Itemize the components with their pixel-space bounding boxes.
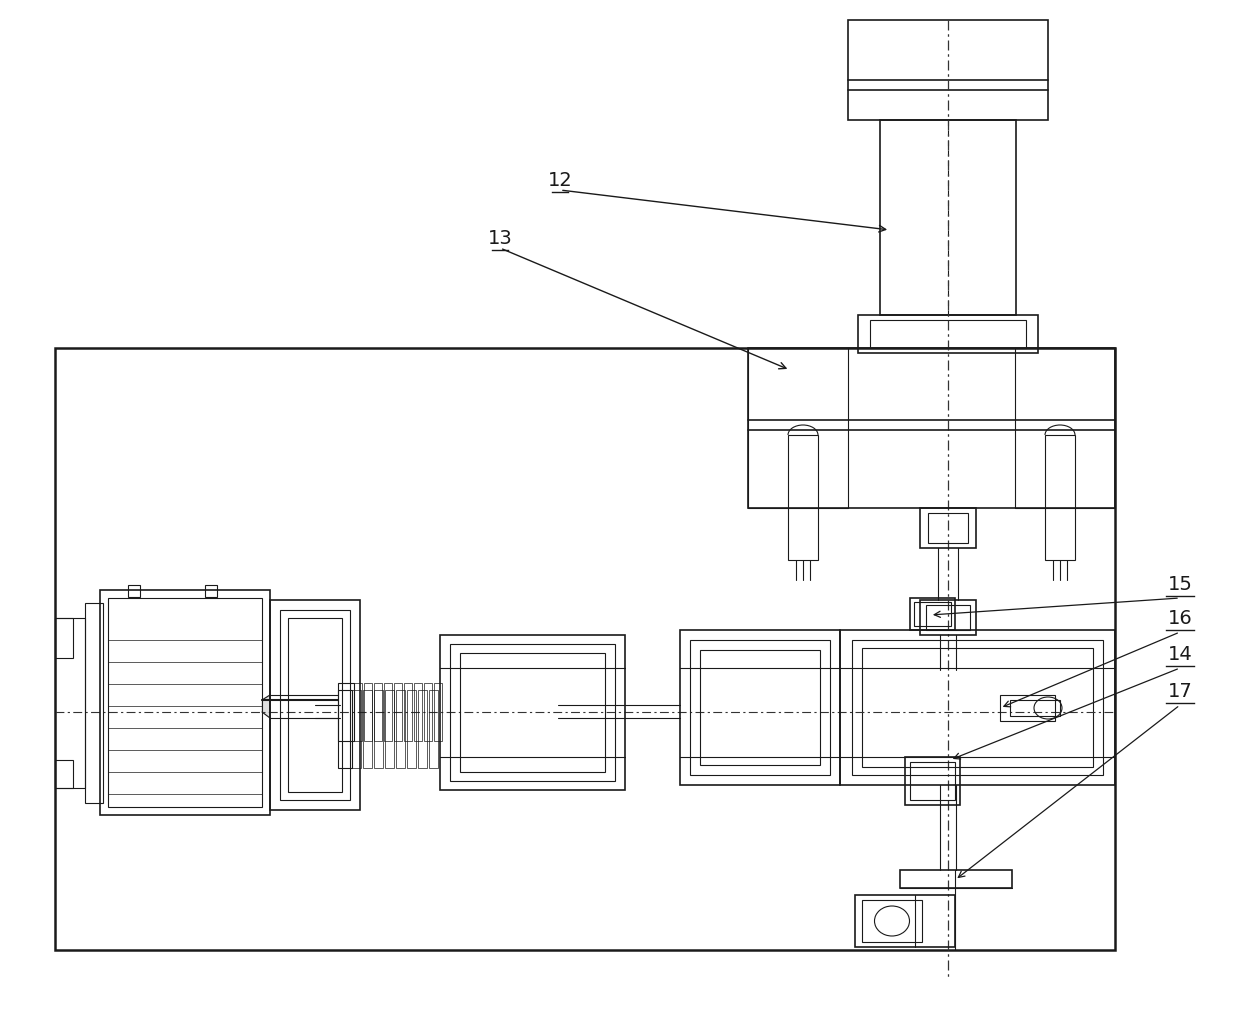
Bar	[429, 690, 438, 768]
Bar	[394, 683, 402, 741]
Bar	[440, 635, 625, 790]
Bar	[418, 690, 427, 768]
Bar	[270, 600, 360, 810]
Text: 15: 15	[1168, 575, 1193, 594]
Bar	[999, 695, 1055, 721]
Bar	[920, 508, 976, 548]
Bar	[910, 762, 955, 800]
Bar	[848, 20, 1048, 120]
Bar	[880, 120, 1016, 315]
Bar	[374, 690, 383, 768]
Bar	[100, 590, 270, 815]
Bar	[748, 348, 848, 508]
Bar	[787, 435, 818, 560]
Bar	[862, 900, 923, 942]
Text: 13: 13	[487, 229, 512, 248]
Polygon shape	[262, 695, 270, 718]
Bar	[852, 640, 1104, 775]
Bar	[680, 630, 839, 785]
Bar	[55, 760, 73, 788]
Bar	[288, 618, 342, 792]
Bar	[748, 348, 1115, 508]
Bar	[450, 644, 615, 781]
Bar	[374, 683, 382, 741]
Bar	[689, 640, 830, 775]
Bar	[407, 690, 415, 768]
Bar	[424, 683, 432, 741]
Bar	[905, 757, 960, 805]
Bar	[86, 603, 103, 803]
Bar	[839, 630, 1115, 785]
Bar	[280, 610, 350, 800]
Bar	[460, 653, 605, 772]
Bar	[205, 586, 217, 597]
Text: 14: 14	[1168, 645, 1193, 664]
Bar	[384, 683, 392, 741]
Bar	[920, 600, 976, 635]
Bar	[434, 683, 441, 741]
Bar	[396, 690, 405, 768]
Bar	[858, 315, 1038, 353]
Bar	[862, 648, 1092, 767]
Text: 17: 17	[1168, 682, 1193, 701]
Bar	[1045, 435, 1075, 560]
Bar	[365, 683, 372, 741]
Bar	[55, 618, 86, 788]
Bar	[353, 683, 362, 741]
Bar	[108, 598, 262, 807]
Bar	[926, 605, 970, 630]
Bar	[404, 683, 412, 741]
Bar	[414, 683, 422, 741]
Bar	[339, 683, 353, 741]
Bar	[701, 650, 820, 765]
Bar	[352, 690, 361, 768]
Bar	[900, 870, 1012, 888]
Bar	[928, 513, 968, 543]
Bar	[856, 895, 955, 947]
Bar	[870, 320, 1025, 348]
Bar	[914, 602, 951, 626]
Bar	[1016, 348, 1115, 508]
Text: 16: 16	[1168, 609, 1193, 628]
Bar	[910, 598, 955, 630]
Bar	[55, 348, 1115, 950]
Bar	[1011, 700, 1060, 716]
Bar	[384, 690, 394, 768]
Text: 12: 12	[548, 171, 573, 190]
Bar	[55, 618, 73, 658]
Bar	[339, 690, 352, 768]
Bar	[363, 690, 372, 768]
Bar	[128, 586, 140, 597]
